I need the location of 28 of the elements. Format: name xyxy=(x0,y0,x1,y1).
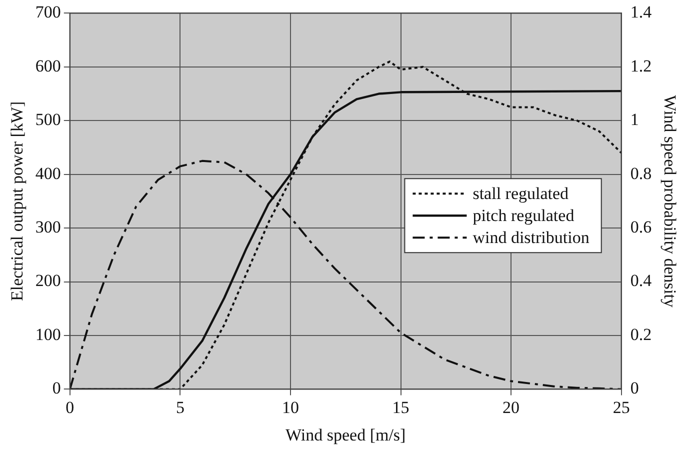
y-tick-label: 600 xyxy=(35,56,61,76)
y2-tick-label: 1.4 xyxy=(630,2,652,22)
y-axis-title: Electrical output power [kW] xyxy=(8,101,27,302)
y-tick-label: 300 xyxy=(35,218,61,237)
x-tick-label: 0 xyxy=(66,398,74,417)
y2-axis-title: Wind speed probability density xyxy=(660,95,680,308)
y2-tick-label: 1 xyxy=(630,110,639,130)
x-tick-label: 20 xyxy=(502,398,520,417)
y-tick-label: 100 xyxy=(35,324,61,344)
legend-label: pitch regulated xyxy=(472,206,575,226)
x-tick-label: 25 xyxy=(612,398,630,417)
legend-label: wind distribution xyxy=(472,228,590,248)
y2-tick-label: 1.2 xyxy=(630,56,652,76)
legend-label: stall regulated xyxy=(472,184,570,204)
y2-tick-label: 0.6 xyxy=(630,218,652,237)
x-tick-label: 15 xyxy=(392,398,410,417)
x-tick-label: 5 xyxy=(176,398,184,417)
y-tick-label: 500 xyxy=(35,110,61,130)
y-tick-label: 0 xyxy=(52,378,61,398)
y2-tick-label: 0.2 xyxy=(630,324,652,344)
y2-tick-label: 0.8 xyxy=(630,164,652,183)
x-axis-title: Wind speed [m/s] xyxy=(286,425,406,444)
x-tick-label: 10 xyxy=(282,398,299,417)
y2-tick-label: 0.4 xyxy=(630,271,652,290)
y-tick-label: 700 xyxy=(35,2,61,22)
y-tick-label: 400 xyxy=(35,164,61,183)
y-tick-label: 200 xyxy=(35,271,61,290)
y2-tick-label: 0 xyxy=(630,378,639,398)
